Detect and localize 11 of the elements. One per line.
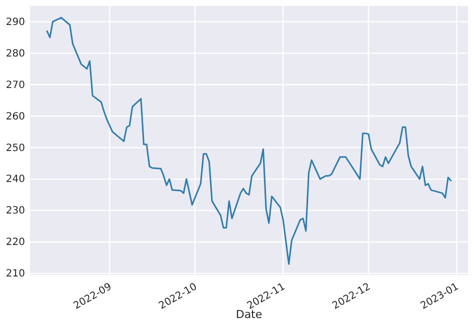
y-tick-label: 210 xyxy=(6,268,25,280)
y-tick-label: 220 xyxy=(6,237,25,248)
y-tick-label: 250 xyxy=(6,142,25,154)
line-series xyxy=(46,16,452,265)
y-tick-label: 290 xyxy=(6,16,25,28)
y-tick-label: 230 xyxy=(6,206,25,217)
x-axis-title: Date xyxy=(236,308,262,321)
y-tick-label: 280 xyxy=(6,48,25,60)
y-tick-label: 260 xyxy=(6,111,25,122)
y-tick-label: 240 xyxy=(6,174,25,186)
y-tick-label: 270 xyxy=(6,80,25,91)
